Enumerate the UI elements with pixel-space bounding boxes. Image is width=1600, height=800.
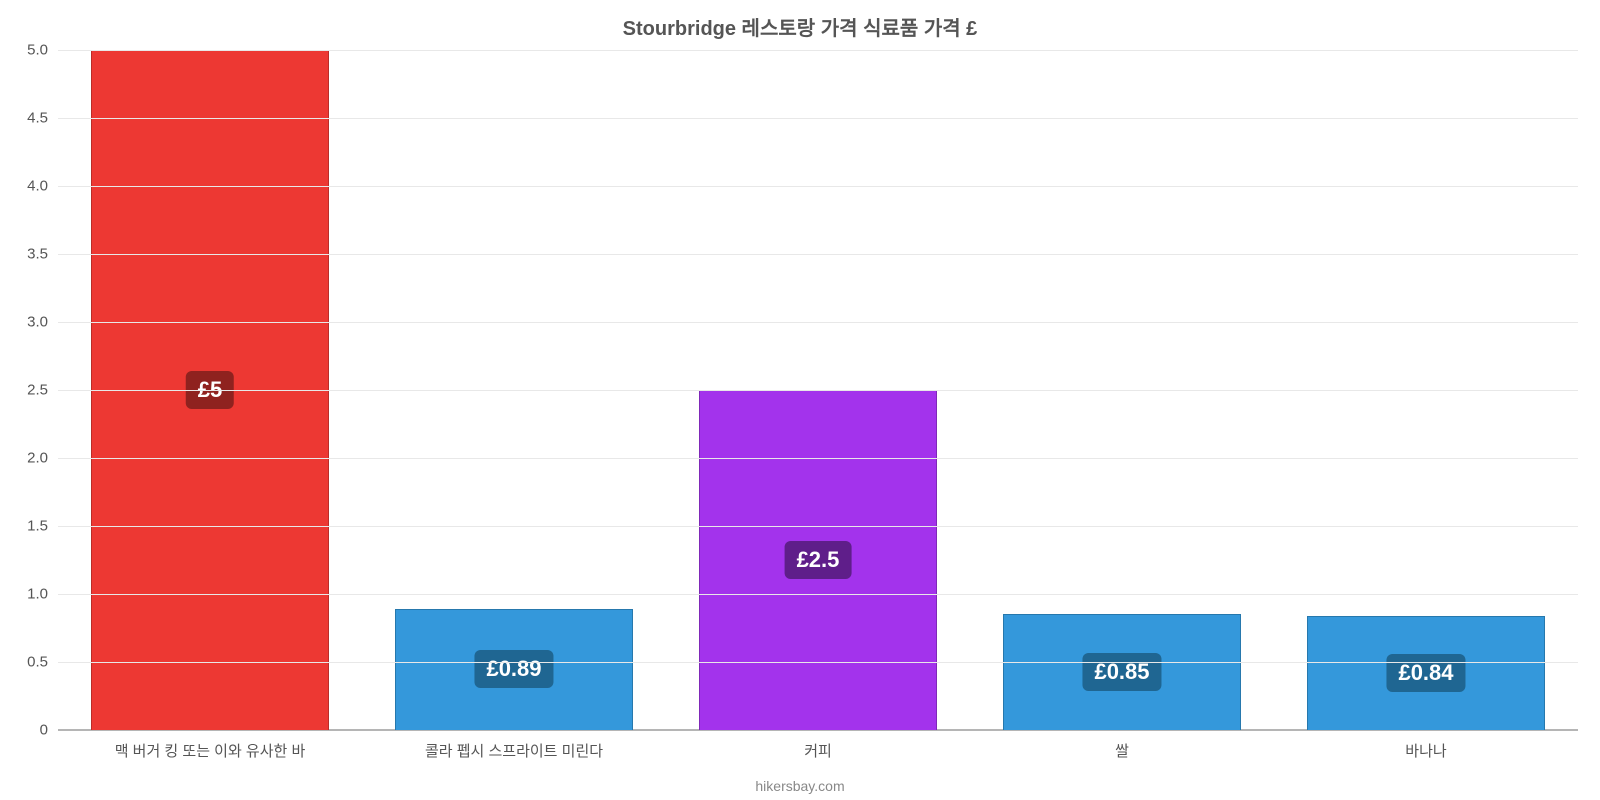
gridline <box>58 254 1578 255</box>
bar: £0.84 <box>1307 616 1544 730</box>
bar-value-badge: £2.5 <box>785 541 852 579</box>
bar-value-badge: £0.84 <box>1386 654 1465 692</box>
y-tick-label: 0 <box>40 722 58 739</box>
y-tick-label: 1.0 <box>27 586 58 603</box>
gridline <box>58 662 1578 663</box>
plot-area: £5맥 버거 킹 또는 이와 유사한 바£0.89콜라 펩시 스프라이트 미린다… <box>58 50 1578 730</box>
gridline <box>58 118 1578 119</box>
y-tick-label: 4.5 <box>27 110 58 127</box>
gridline <box>58 594 1578 595</box>
bar: £2.5 <box>699 390 936 730</box>
bar: £0.85 <box>1003 614 1240 730</box>
bar-value-badge: £0.85 <box>1082 653 1161 691</box>
y-tick-label: 3.5 <box>27 246 58 263</box>
x-axis-label: 쌀 <box>1115 730 1129 761</box>
price-bar-chart: Stourbridge 레스토랑 가격 식료품 가격 £ £5맥 버거 킹 또는… <box>0 0 1600 800</box>
x-axis-label: 커피 <box>804 730 832 761</box>
y-tick-label: 2.5 <box>27 382 58 399</box>
x-axis-label: 바나나 <box>1405 730 1446 761</box>
gridline <box>58 50 1578 51</box>
y-tick-label: 4.0 <box>27 178 58 195</box>
y-tick-label: 1.5 <box>27 518 58 535</box>
gridline <box>58 458 1578 459</box>
y-tick-label: 0.5 <box>27 654 58 671</box>
bar-value-badge: £0.89 <box>474 650 553 688</box>
bar: £0.89 <box>395 609 632 730</box>
y-tick-label: 5.0 <box>27 42 58 59</box>
gridline <box>58 526 1578 527</box>
x-axis-label: 콜라 펩시 스프라이트 미린다 <box>425 730 603 761</box>
attribution-text: hikersbay.com <box>0 778 1600 794</box>
gridline <box>58 186 1578 187</box>
chart-title: Stourbridge 레스토랑 가격 식료품 가격 £ <box>0 12 1600 41</box>
gridline <box>58 390 1578 391</box>
gridline <box>58 322 1578 323</box>
y-tick-label: 2.0 <box>27 450 58 467</box>
x-axis-label: 맥 버거 킹 또는 이와 유사한 바 <box>115 730 306 761</box>
y-tick-label: 3.0 <box>27 314 58 331</box>
